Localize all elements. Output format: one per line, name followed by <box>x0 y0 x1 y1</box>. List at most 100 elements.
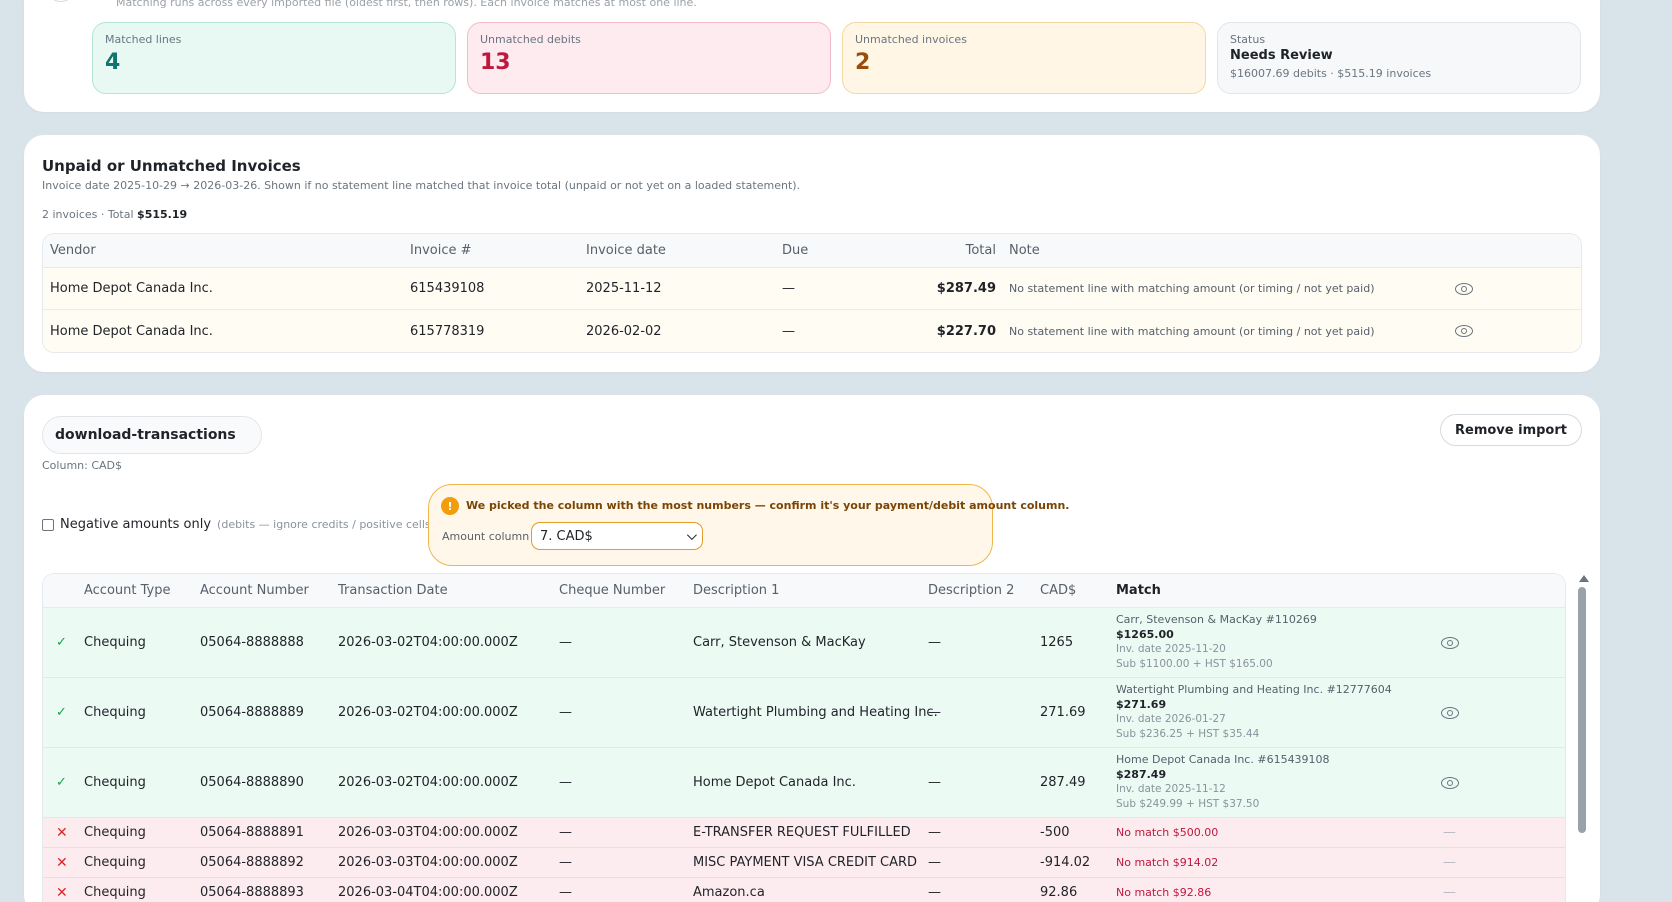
match-invoice-date: Inv. date 2025-11-12 <box>1116 783 1226 795</box>
column-header-due[interactable]: Due <box>782 243 809 258</box>
column-header-match[interactable]: Match <box>1116 583 1161 598</box>
row-action-placeholder: — <box>1443 825 1456 840</box>
transaction-date-cell: 2026-03-02T04:00:00.000Z <box>338 635 518 650</box>
description-1-cell: Watertight Plumbing and Heating Inc. <box>693 705 938 720</box>
description-2-cell: — <box>928 885 941 900</box>
invoice-count: 2 invoices · Total $515.19 <box>42 208 187 221</box>
column-header-total[interactable]: Total <box>965 243 996 258</box>
column-header-invoice-date[interactable]: Invoice date <box>586 243 666 258</box>
transaction-date-cell: 2026-03-02T04:00:00.000Z <box>338 775 518 790</box>
scrollbar-thumb[interactable] <box>1578 587 1586 833</box>
table-row: ✕ Chequing 05064-8888892 2026-03-03T04:0… <box>43 848 1565 878</box>
amount-cell: 271.69 <box>1040 705 1086 720</box>
column-header-transaction-date[interactable]: Transaction Date <box>338 583 448 598</box>
column-warning: ! We picked the column with the most num… <box>428 484 1069 566</box>
account-type-cell: Chequing <box>84 635 146 650</box>
stat-value: 13 <box>480 50 511 75</box>
invoice-date-cell: 2026-02-02 <box>586 323 662 339</box>
view-button[interactable] <box>1455 310 1473 352</box>
vendor-cell: Home Depot Canada Inc. <box>50 281 213 296</box>
negative-only-toggle[interactable]: Negative amounts only (debits — ignore c… <box>42 517 435 532</box>
cheque-number-cell: — <box>559 775 572 790</box>
cheque-number-cell: — <box>559 885 572 900</box>
scroll-up-arrow-icon[interactable] <box>1579 575 1589 582</box>
account-type-cell: Chequing <box>84 825 146 840</box>
warning-icon: ! <box>441 497 459 515</box>
invoice-count-prefix: 2 invoices · Total <box>42 208 138 221</box>
stat-label: Unmatched debits <box>480 33 581 46</box>
match-invoice-date: Inv. date 2026-01-27 <box>1116 713 1226 725</box>
transaction-date-cell: 2026-03-03T04:00:00.000Z <box>338 825 518 840</box>
close-icon: ✕ <box>56 884 68 901</box>
unmatched-invoices-card: Unpaid or Unmatched Invoices Invoice dat… <box>24 135 1600 372</box>
file-name-field[interactable]: download-transactions <box>42 416 262 454</box>
view-button[interactable] <box>1441 608 1459 677</box>
match-cell: Carr, Stevenson & MacKay #110269 $1265.0… <box>1116 613 1317 671</box>
view-button[interactable] <box>1455 268 1473 309</box>
no-match-label: No match $92.86 <box>1116 886 1212 899</box>
table-header: Vendor Invoice # Invoice date Due Total … <box>43 234 1581 268</box>
invoice-date-cell: 2025-11-12 <box>586 281 662 296</box>
amount-cell: 1265 <box>1040 635 1074 650</box>
account-type-cell: Chequing <box>84 705 146 720</box>
column-header-cheque-number[interactable]: Cheque Number <box>559 583 666 598</box>
description-1-cell: Carr, Stevenson & MacKay <box>693 635 866 650</box>
description-1-cell: Home Depot Canada Inc. <box>693 775 856 790</box>
transaction-date-cell: 2026-03-02T04:00:00.000Z <box>338 705 518 720</box>
match-amount: $287.49 <box>1116 767 1167 781</box>
match-cell: Watertight Plumbing and Heating Inc. #12… <box>1116 683 1392 741</box>
amount-cell: 287.49 <box>1040 775 1086 790</box>
row-action-placeholder: — <box>1443 885 1456 900</box>
no-match-label: No match $500.00 <box>1116 826 1219 839</box>
eye-icon <box>1441 776 1459 789</box>
matched-lines-stat: Matched lines 4 <box>92 22 456 94</box>
amount-cell: -500 <box>1040 825 1070 840</box>
account-number-cell: 05064-8888892 <box>200 855 304 870</box>
column-header-amount[interactable]: CAD$ <box>1040 583 1077 598</box>
step-circle <box>46 0 76 2</box>
section-title: Unpaid or Unmatched Invoices <box>42 157 301 175</box>
column-header-account-number[interactable]: Account Number <box>200 583 309 598</box>
amount-column-select[interactable]: 7. CAD$ <box>531 522 703 550</box>
cheque-number-cell: — <box>559 825 572 840</box>
column-header-description-2[interactable]: Description 2 <box>928 583 1015 598</box>
view-button[interactable] <box>1441 748 1459 817</box>
column-header-note[interactable]: Note <box>1009 243 1040 258</box>
match-cell: Home Depot Canada Inc. #615439108 $287.4… <box>1116 753 1330 811</box>
match-subtotal: Sub $249.99 + HST $37.50 <box>1116 797 1260 810</box>
table-row: Home Depot Canada Inc. 615778319 2026-02… <box>43 310 1581 352</box>
negative-only-label: Negative amounts only <box>60 517 212 532</box>
import-card: download-transactions Column: CAD$ Remov… <box>24 395 1600 902</box>
stat-label: Unmatched invoices <box>855 33 967 46</box>
remove-import-button[interactable]: Remove import <box>1440 414 1582 446</box>
column-header-invoice-number[interactable]: Invoice # <box>410 243 472 258</box>
due-cell: — <box>782 281 795 296</box>
amount-column-value: 7. CAD$ <box>540 528 593 544</box>
column-header-description-1[interactable]: Description 1 <box>693 583 780 598</box>
table-scrollbar[interactable] <box>1576 573 1590 902</box>
transaction-date-cell: 2026-03-03T04:00:00.000Z <box>338 855 518 870</box>
total-cell: $227.70 <box>936 323 996 339</box>
match-invoice-date: Inv. date 2025-11-20 <box>1116 643 1226 655</box>
description-2-cell: — <box>928 635 941 650</box>
table-row: ✓ Chequing 05064-8888889 2026-03-02T04:0… <box>43 678 1565 748</box>
eye-icon <box>1455 282 1473 295</box>
account-type-cell: Chequing <box>84 855 146 870</box>
column-header-vendor[interactable]: Vendor <box>50 243 96 258</box>
cheque-number-cell: — <box>559 855 572 870</box>
invoices-table: Vendor Invoice # Invoice date Due Total … <box>42 233 1582 353</box>
negative-only-checkbox[interactable] <box>42 518 54 531</box>
stat-value: 2 <box>855 50 871 75</box>
amount-column-label: Amount column <box>442 530 530 543</box>
table-header: Account Type Account Number Transaction … <box>43 574 1565 608</box>
eye-icon <box>1441 636 1459 649</box>
due-cell: — <box>782 323 795 339</box>
account-number-cell: 05064-8888890 <box>200 775 304 790</box>
view-button[interactable] <box>1441 678 1459 747</box>
total-cell: $287.49 <box>936 281 996 296</box>
invoice-number-cell: 615778319 <box>410 323 485 339</box>
table-row: ✕ Chequing 05064-8888893 2026-03-04T04:0… <box>43 878 1565 902</box>
match-amount: $271.69 <box>1116 697 1167 711</box>
column-header-account-type[interactable]: Account Type <box>84 583 171 598</box>
description-2-cell: — <box>928 705 941 720</box>
